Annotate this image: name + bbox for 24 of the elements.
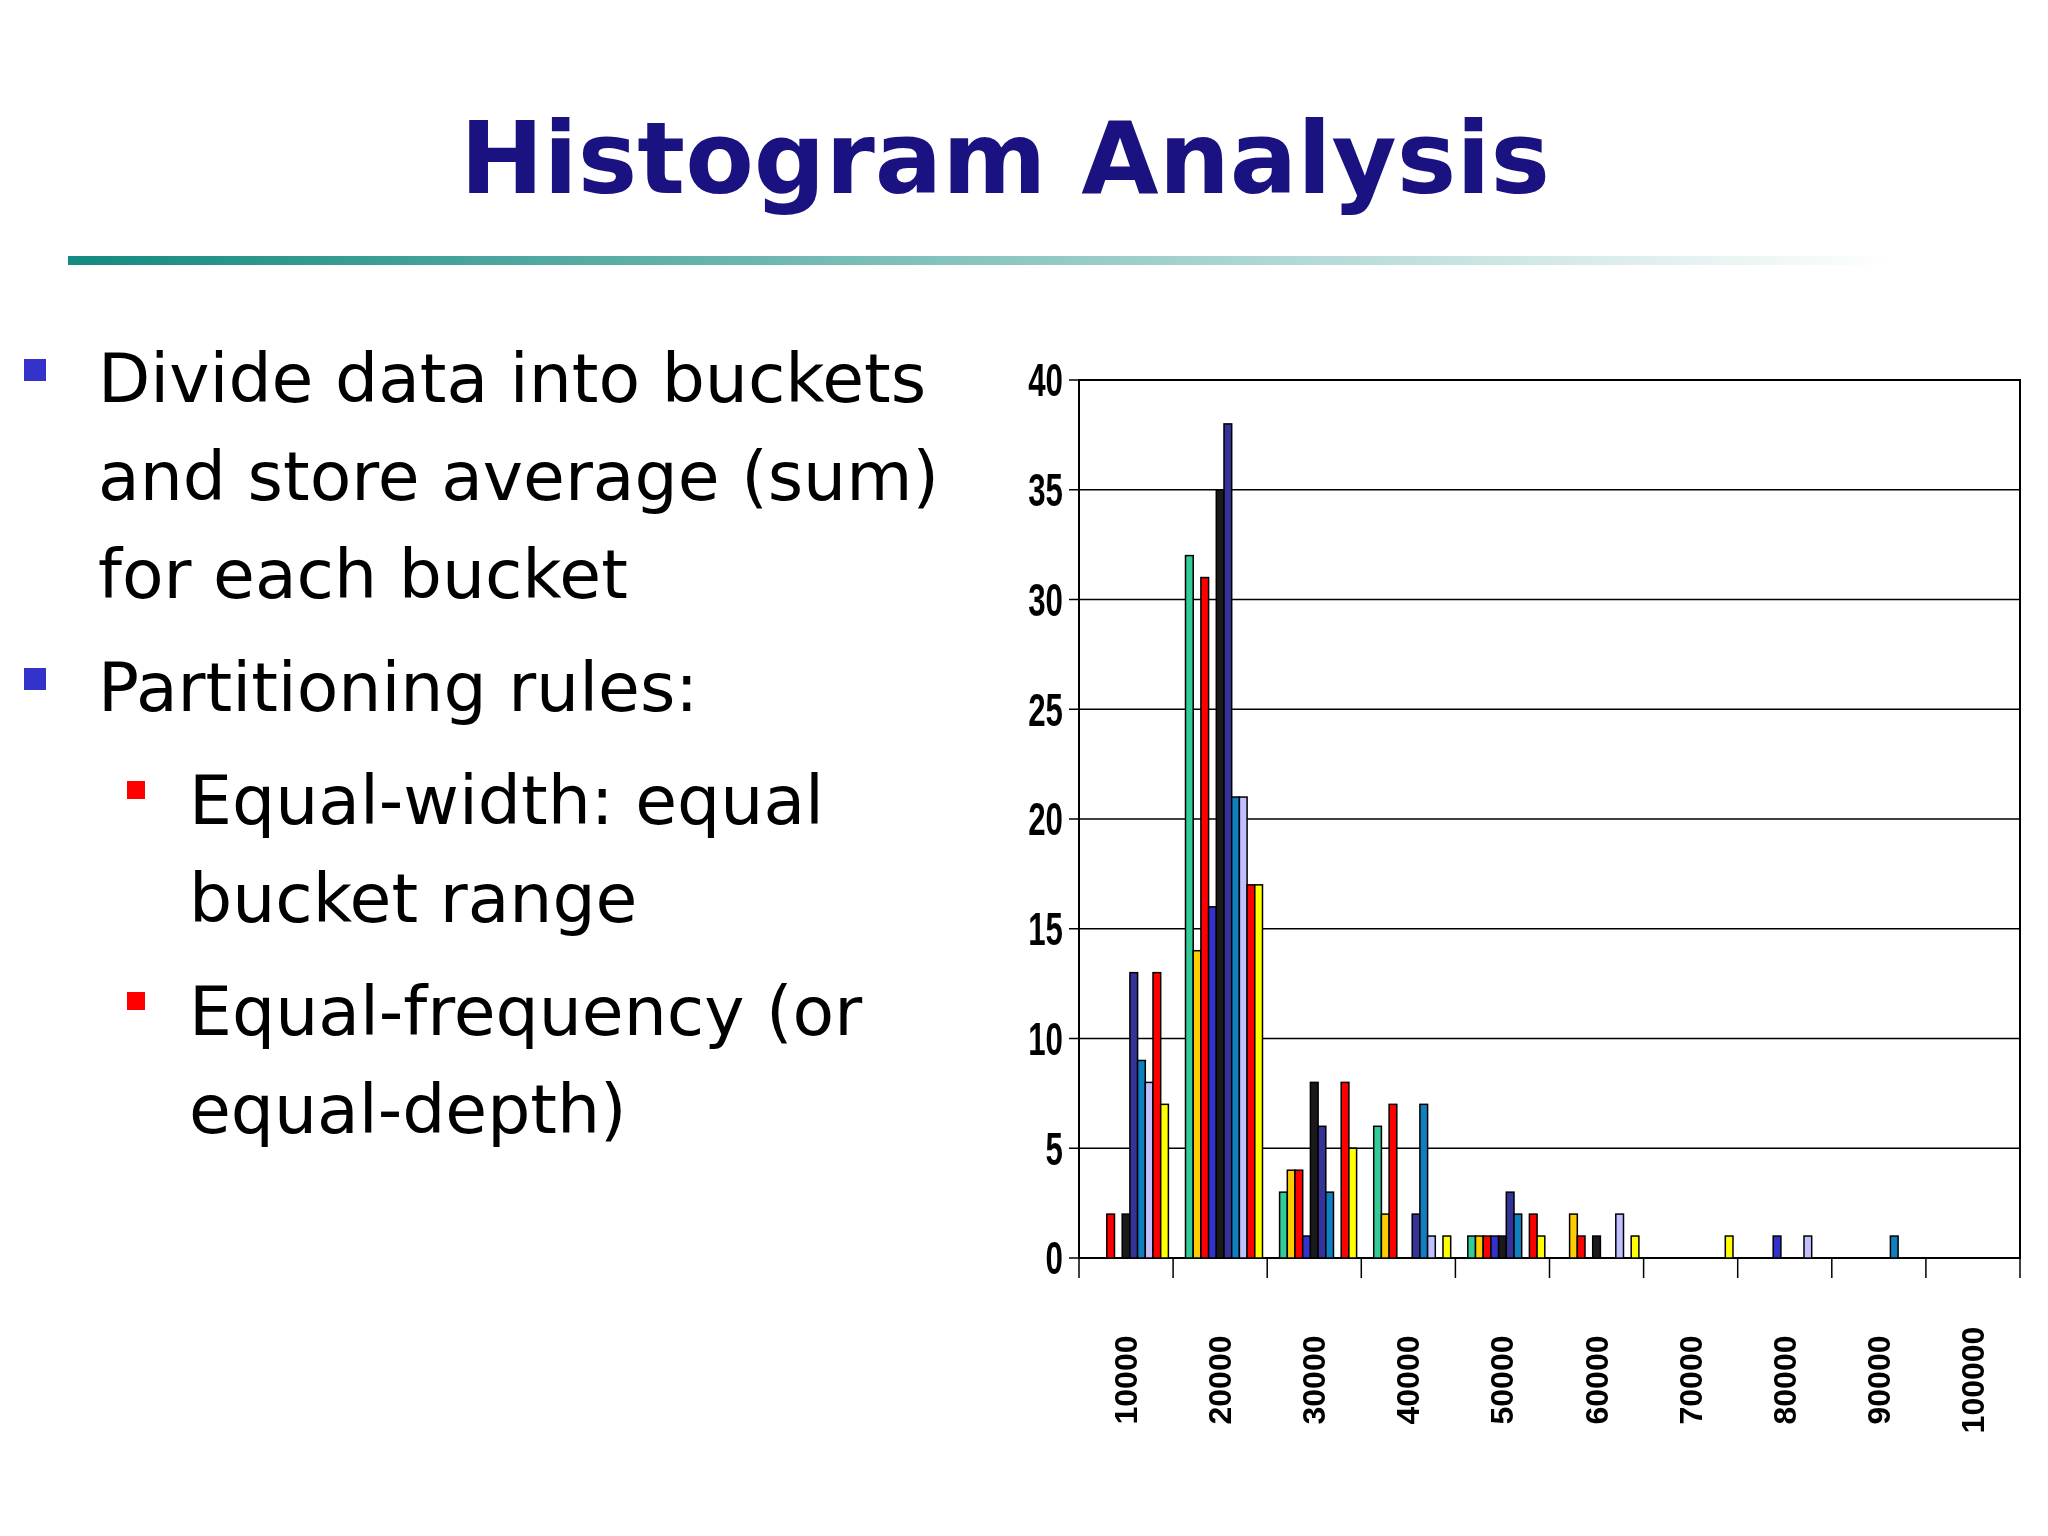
y-tick-label: 30 [1028,573,1063,626]
x-tick-label: 70000 [1672,1335,1709,1425]
y-tick-label: 15 [1028,903,1063,955]
y-tick-label: 0 [1045,1232,1063,1284]
x-tick-label: 90000 [1860,1335,1897,1425]
text: Equal-width: equal bucket range [189,761,824,938]
text: Equal-frequency (or equal-depth) [189,972,863,1149]
x-tick-label: 80000 [1766,1335,1803,1425]
y-tick-label: 20 [1028,793,1063,845]
y-tick-label: 35 [1028,464,1063,516]
x-tick-label: 100000 [1954,1326,1991,1434]
x-tick-label: 10000 [1108,1335,1145,1425]
y-tick-label: 25 [1028,683,1063,735]
y-tick-label: 40 [1028,354,1063,406]
x-tick-label: 20000 [1202,1335,1239,1425]
x-tick-label: 50000 [1484,1335,1521,1425]
x-tick-label: 60000 [1578,1335,1615,1425]
y-tick-label: 10 [1028,1012,1063,1065]
text: Partitioning rules: [98,648,699,727]
chart-title: Histogram Analysis [459,100,1551,217]
text: Divide data into buckets and store average (sum) for each bucket [98,339,939,614]
x-tick-label: 30000 [1296,1335,1333,1425]
y-tick-label: 5 [1045,1122,1063,1174]
x-tick-label: 40000 [1390,1335,1427,1425]
